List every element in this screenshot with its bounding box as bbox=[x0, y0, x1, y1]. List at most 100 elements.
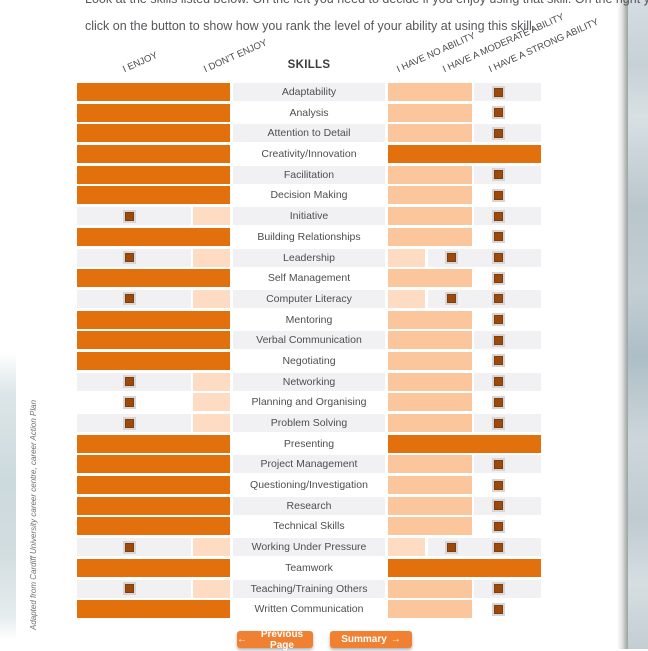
enjoy-cell[interactable] bbox=[77, 538, 191, 557]
previous-page-button[interactable]: ← Previous Page bbox=[237, 629, 313, 651]
moderate-ability-selected-bar[interactable] bbox=[388, 393, 472, 412]
moderate-ability-selected-bar[interactable] bbox=[388, 269, 472, 288]
ability-cell[interactable] bbox=[474, 517, 541, 536]
strong-ability-button[interactable] bbox=[492, 540, 505, 554]
strong-ability-selected-bar[interactable] bbox=[388, 434, 541, 453]
enjoy-selected-bar[interactable] bbox=[77, 351, 230, 370]
enjoy-button[interactable] bbox=[122, 292, 136, 306]
dont-enjoy-selected-bar[interactable] bbox=[193, 289, 230, 308]
enjoy-selected-bar[interactable] bbox=[77, 124, 230, 143]
enjoy-button[interactable] bbox=[122, 416, 136, 430]
summary-button[interactable]: Summary → bbox=[330, 631, 412, 648]
enjoy-button[interactable] bbox=[122, 540, 136, 554]
enjoy-selected-bar[interactable] bbox=[77, 269, 230, 288]
ability-cell[interactable] bbox=[474, 393, 541, 412]
strong-ability-button[interactable] bbox=[492, 126, 505, 140]
enjoy-cell[interactable] bbox=[77, 207, 191, 226]
enjoy-cell[interactable] bbox=[77, 289, 191, 308]
enjoy-selected-bar[interactable] bbox=[77, 103, 230, 122]
enjoy-button[interactable] bbox=[122, 209, 136, 223]
no-ability-selected-bar[interactable] bbox=[388, 289, 425, 308]
strong-ability-button[interactable] bbox=[492, 292, 505, 306]
enjoy-selected-bar[interactable] bbox=[77, 434, 230, 453]
strong-ability-button[interactable] bbox=[492, 395, 505, 409]
dont-enjoy-selected-bar[interactable] bbox=[193, 579, 230, 598]
enjoy-button[interactable] bbox=[122, 251, 136, 264]
ability-cell[interactable] bbox=[474, 310, 541, 329]
enjoy-selected-bar[interactable] bbox=[77, 331, 230, 350]
strong-ability-button[interactable] bbox=[492, 168, 505, 182]
ability-cell[interactable] bbox=[474, 103, 541, 122]
no-ability-selected-bar[interactable] bbox=[388, 538, 425, 557]
moderate-ability-selected-bar[interactable] bbox=[388, 310, 472, 329]
strong-ability-button[interactable] bbox=[492, 416, 505, 430]
moderate-ability-selected-bar[interactable] bbox=[388, 414, 472, 432]
strong-ability-button[interactable] bbox=[492, 354, 505, 368]
enjoy-button[interactable] bbox=[122, 395, 136, 409]
strong-ability-button[interactable] bbox=[492, 209, 505, 223]
moderate-ability-selected-bar[interactable] bbox=[388, 476, 472, 495]
ability-cell[interactable] bbox=[474, 269, 541, 288]
dont-enjoy-selected-bar[interactable] bbox=[193, 393, 230, 412]
enjoy-selected-bar[interactable] bbox=[77, 455, 230, 474]
enjoy-selected-bar[interactable] bbox=[77, 558, 230, 577]
moderate-ability-button[interactable] bbox=[445, 251, 458, 264]
strong-ability-button[interactable] bbox=[492, 85, 505, 99]
enjoy-selected-bar[interactable] bbox=[77, 83, 230, 101]
ability-cell[interactable] bbox=[474, 600, 541, 619]
ability-cell[interactable] bbox=[474, 227, 541, 246]
moderate-ability-selected-bar[interactable] bbox=[388, 103, 472, 122]
ability-cell[interactable] bbox=[474, 496, 541, 515]
moderate-ability-selected-bar[interactable] bbox=[388, 496, 472, 515]
enjoy-button[interactable] bbox=[122, 375, 136, 389]
moderate-ability-selected-bar[interactable] bbox=[388, 207, 472, 226]
enjoy-selected-bar[interactable] bbox=[77, 476, 230, 495]
strong-ability-button[interactable] bbox=[492, 188, 505, 202]
enjoy-cell[interactable] bbox=[77, 248, 191, 267]
strong-ability-button[interactable] bbox=[492, 457, 505, 471]
strong-ability-button[interactable] bbox=[492, 313, 505, 327]
enjoy-selected-bar[interactable] bbox=[77, 310, 230, 329]
moderate-ability-button[interactable] bbox=[445, 540, 458, 554]
strong-ability-button[interactable] bbox=[492, 519, 505, 533]
ability-cell[interactable] bbox=[474, 372, 541, 391]
strong-ability-selected-bar[interactable] bbox=[388, 558, 541, 577]
enjoy-selected-bar[interactable] bbox=[77, 517, 230, 536]
enjoy-selected-bar[interactable] bbox=[77, 600, 230, 619]
strong-ability-button[interactable] bbox=[492, 230, 505, 244]
ability-cell[interactable] bbox=[474, 455, 541, 474]
enjoy-button[interactable] bbox=[122, 582, 136, 595]
moderate-ability-selected-bar[interactable] bbox=[388, 455, 472, 474]
dont-enjoy-selected-bar[interactable] bbox=[193, 538, 230, 557]
strong-ability-button[interactable] bbox=[492, 499, 505, 513]
ability-cell[interactable] bbox=[474, 414, 541, 432]
strong-ability-button[interactable] bbox=[492, 375, 505, 389]
strong-ability-button[interactable] bbox=[492, 333, 505, 347]
ability-cell[interactable] bbox=[474, 351, 541, 370]
enjoy-cell[interactable] bbox=[77, 393, 191, 412]
strong-ability-button[interactable] bbox=[492, 106, 505, 120]
strong-ability-button[interactable] bbox=[492, 271, 505, 285]
strong-ability-button[interactable] bbox=[492, 602, 505, 616]
dont-enjoy-selected-bar[interactable] bbox=[193, 414, 230, 432]
strong-ability-button[interactable] bbox=[492, 582, 505, 595]
ability-cell[interactable] bbox=[474, 124, 541, 143]
enjoy-selected-bar[interactable] bbox=[77, 227, 230, 246]
ability-cell[interactable] bbox=[474, 476, 541, 495]
moderate-ability-selected-bar[interactable] bbox=[388, 331, 472, 350]
moderate-ability-selected-bar[interactable] bbox=[388, 372, 472, 391]
moderate-ability-selected-bar[interactable] bbox=[388, 600, 472, 619]
strong-ability-selected-bar[interactable] bbox=[388, 145, 541, 164]
moderate-ability-selected-bar[interactable] bbox=[388, 165, 472, 184]
ability-cell[interactable] bbox=[474, 207, 541, 226]
moderate-ability-selected-bar[interactable] bbox=[388, 517, 472, 536]
enjoy-selected-bar[interactable] bbox=[77, 145, 230, 164]
ability-cell[interactable] bbox=[474, 579, 541, 598]
moderate-ability-selected-bar[interactable] bbox=[388, 227, 472, 246]
ability-cell[interactable] bbox=[474, 186, 541, 205]
strong-ability-button[interactable] bbox=[492, 251, 505, 264]
no-ability-selected-bar[interactable] bbox=[388, 248, 425, 267]
enjoy-cell[interactable] bbox=[77, 372, 191, 391]
ability-cell[interactable] bbox=[474, 83, 541, 101]
dont-enjoy-selected-bar[interactable] bbox=[193, 248, 230, 267]
